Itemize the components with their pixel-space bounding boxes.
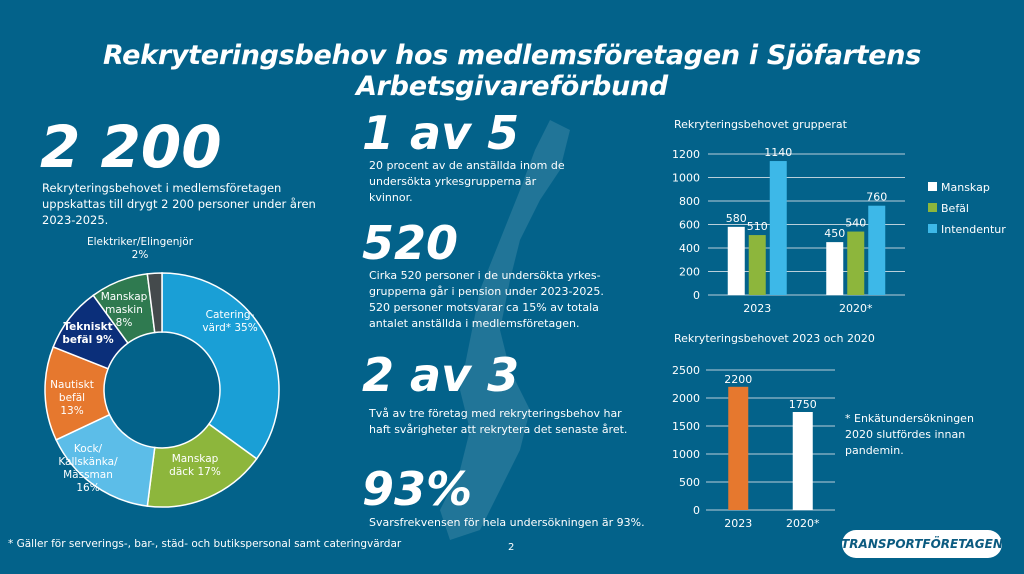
bar <box>728 386 749 510</box>
stat-text: Svarsfrekvensen för hela undersökningen … <box>369 516 645 529</box>
slice-label: Manskap däck 17% <box>169 453 221 478</box>
slice-label: Elektriker/Elingenjör 2% <box>87 236 194 261</box>
slice-label: Tekniskt befäl 9% <box>62 321 114 346</box>
data-label: 2200 <box>724 373 752 386</box>
bar-chart: 0 500 1000 1500 2000 2500 2200 2023 1750 2020* <box>672 364 835 530</box>
legend-label: Manskap <box>941 181 990 194</box>
bar <box>727 226 745 295</box>
y-tick-label: 1000 <box>672 172 700 185</box>
bar <box>748 235 766 295</box>
legend-label: Intendentur <box>941 223 1006 236</box>
stat-text: Två av tre företag med rekryteringsbehov… <box>369 407 628 436</box>
y-tick-label: 800 <box>679 195 700 208</box>
donut-chart: Catering-värd* 35% Manskap däck 17% Kock/Ka… <box>44 236 280 508</box>
stat-text: 20 procent av de anställda inom de under… <box>369 159 565 204</box>
data-label: 1750 <box>789 398 817 411</box>
bar <box>792 412 813 510</box>
data-label: 510 <box>747 220 768 233</box>
x-tick-label: 2020* <box>839 302 873 315</box>
legend-swatch <box>928 224 937 233</box>
x-tick-label: 2020* <box>786 517 820 530</box>
sweden-map-silhouette <box>440 120 570 540</box>
stat-value: 1 av 5 <box>362 106 520 160</box>
bar <box>868 205 886 295</box>
legend-label: Befäl <box>941 202 969 215</box>
slice-label: Manskap maskin 8% <box>101 291 148 329</box>
y-tick-label: 2000 <box>672 392 700 405</box>
y-tick-label: 2500 <box>672 364 700 377</box>
y-tick-label: 500 <box>679 476 700 489</box>
legend-swatch <box>928 182 937 191</box>
data-label: 540 <box>845 217 866 230</box>
x-tick-label: 2023 <box>724 517 752 530</box>
y-tick-label: 1500 <box>672 420 700 433</box>
transportforetagen-logo: TRANSPORTFÖRETAGEN <box>841 530 1003 558</box>
y-tick-label: 0 <box>693 289 700 302</box>
x-tick-label: 2023 <box>743 302 771 315</box>
y-tick-label: 1200 <box>672 148 700 161</box>
slice-label: Kock/Kallskänka/Mässman 16% <box>58 443 118 494</box>
stat-main-value: 2 200 <box>40 113 222 181</box>
stat-value: 2 av 3 <box>362 348 520 402</box>
donut-slice <box>146 272 163 334</box>
stat-main-text: Rekryteringsbehovet i medlemsföretagen u… <box>42 181 316 227</box>
legend-swatch <box>928 203 937 212</box>
bar <box>769 161 787 295</box>
y-tick-label: 600 <box>679 219 700 232</box>
bar <box>826 242 844 295</box>
chart-title: Rekryteringsbehovet grupperat <box>674 118 847 131</box>
page-number: 2 <box>508 542 515 553</box>
stat-value: 520 <box>362 216 459 270</box>
data-label: 760 <box>866 191 887 204</box>
y-tick-label: 0 <box>693 504 700 517</box>
y-tick-label: 400 <box>679 242 700 255</box>
note-2020: * Enkätundersökningen 2020 slutfördes in… <box>845 412 974 457</box>
data-label: 1140 <box>764 146 792 159</box>
data-label: 580 <box>726 212 747 225</box>
footnote: * Gäller för serverings-, bar-, städ- oc… <box>8 538 402 550</box>
slice-label: Nautiskt befäl 13% <box>50 379 94 417</box>
data-label: 450 <box>824 227 845 240</box>
bar <box>847 231 865 295</box>
y-tick-label: 200 <box>679 266 700 279</box>
donut-slice <box>161 272 280 460</box>
chart-title: Rekryteringsbehovet 2023 och 2020 <box>674 332 875 345</box>
page-title: Rekryteringsbehov hos medlemsföretagen i… <box>103 40 921 102</box>
slice-label: Catering-värd* 35% <box>202 309 257 334</box>
stat-text: Cirka 520 personer i de undersökta yrkes… <box>369 269 604 330</box>
y-tick-label: 1000 <box>672 448 700 461</box>
stat-value: 93% <box>362 462 473 516</box>
